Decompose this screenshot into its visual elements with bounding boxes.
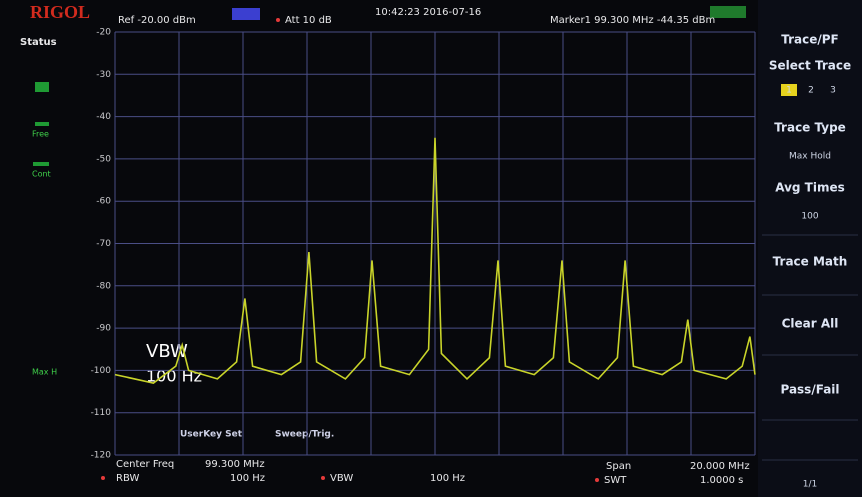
attenuation: Att 10 dB: [285, 15, 332, 26]
trace-option[interactable]: 3: [830, 86, 836, 96]
menu-item[interactable]: Select Trace: [769, 59, 851, 73]
brand: RIGOL: [30, 2, 90, 22]
dot: [101, 476, 105, 480]
menu-panel: [758, 0, 862, 497]
y-tick-label: -90: [96, 324, 111, 334]
menu-value: 100: [801, 212, 818, 222]
y-tick-label: -110: [91, 408, 112, 418]
overlay-label: UserKey Set: [180, 430, 243, 440]
footer-value: 20.000 MHz: [690, 461, 750, 472]
menu-page: 1/1: [803, 480, 817, 490]
menu-item[interactable]: Trace Math: [773, 255, 848, 269]
y-tick-label: -20: [96, 28, 111, 38]
trace-option[interactable]: 1: [786, 86, 792, 96]
footer-value: 100 Hz: [230, 473, 265, 484]
y-tick-label: -70: [96, 239, 111, 249]
icon: [33, 162, 49, 166]
dot: [595, 478, 599, 482]
status-item: Free: [32, 130, 49, 139]
menu-item[interactable]: Trace Type: [774, 121, 846, 135]
footer-value: 99.300 MHz: [205, 459, 265, 470]
menu-value: Max Hold: [789, 152, 831, 162]
footer-value: 100 Hz: [430, 473, 465, 484]
footer-label: SWT: [604, 475, 627, 486]
analyzer-display: RIGOL 10:42:23 2016-07-16 Status Free Co…: [0, 0, 862, 497]
footer-label: VBW: [330, 473, 353, 484]
icon: [35, 122, 49, 126]
y-tick-label: -100: [91, 366, 112, 376]
marker-readout: Marker1 99.300 MHz -44.35 dBm: [550, 15, 715, 26]
footer-value: 1.0000 s: [700, 475, 743, 486]
status-item: Max H: [32, 368, 57, 377]
datetime: 10:42:23 2016-07-16: [375, 7, 481, 18]
dot: [276, 18, 280, 22]
y-tick-label: -50: [96, 154, 111, 164]
footer-label: Span: [606, 461, 631, 472]
footer-label: RBW: [116, 473, 139, 484]
overlay-label: Sweep/Trig.: [275, 430, 334, 440]
y-tick-label: -120: [91, 451, 112, 461]
trace-option[interactable]: 2: [808, 86, 814, 96]
indicator: [710, 6, 746, 18]
indicator: [232, 8, 260, 20]
icon: [35, 82, 49, 92]
y-tick-label: -60: [96, 197, 111, 207]
y-tick-label: -40: [96, 112, 111, 122]
screen: RIGOL 10:42:23 2016-07-16 Status Free Co…: [0, 0, 862, 497]
ref-level: Ref -20.00 dBm: [118, 15, 196, 26]
y-tick-label: -30: [96, 70, 111, 80]
y-tick-label: -80: [96, 281, 111, 291]
menu-item[interactable]: Clear All: [782, 317, 839, 331]
dot: [321, 476, 325, 480]
menu-title: Trace/PF: [781, 33, 839, 47]
status-label: Status: [20, 37, 57, 48]
menu-item[interactable]: Avg Times: [775, 181, 845, 195]
menu-item[interactable]: Pass/Fail: [780, 383, 839, 397]
footer-label: Center Freq: [116, 459, 174, 470]
status-item: Cont: [32, 170, 51, 179]
